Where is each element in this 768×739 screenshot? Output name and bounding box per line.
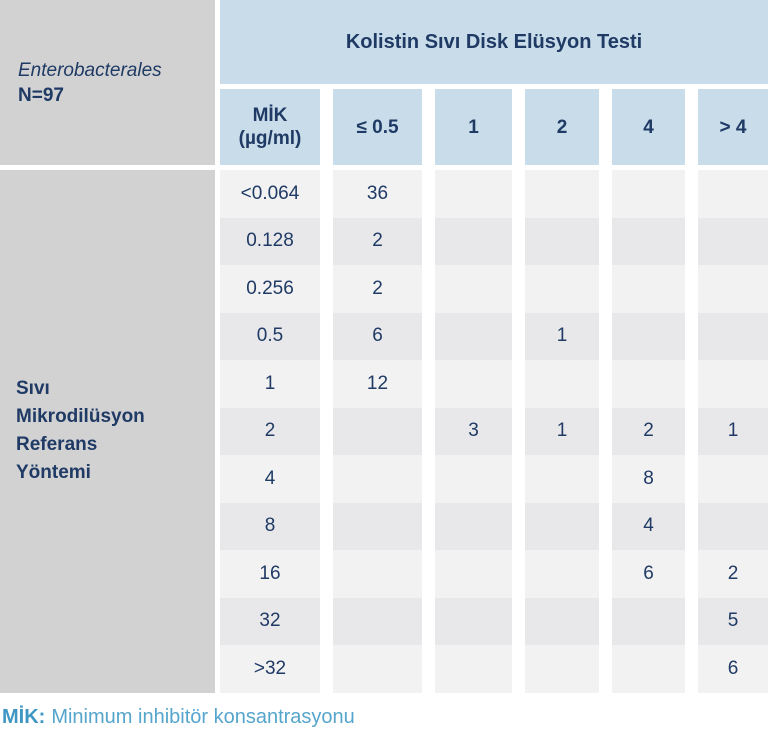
table-row: 1 12 bbox=[220, 360, 768, 408]
count-cell bbox=[698, 502, 768, 550]
count-cell bbox=[698, 217, 768, 265]
mic-value-cell: 1 bbox=[220, 360, 320, 408]
count-cell bbox=[525, 550, 599, 598]
table-row: 0.256 2 bbox=[220, 265, 768, 313]
count-cell: 1 bbox=[525, 312, 599, 360]
table-row: 16 6 2 bbox=[220, 550, 768, 598]
count-cell bbox=[698, 265, 768, 313]
column-header: 2 bbox=[525, 89, 599, 165]
count-cell bbox=[525, 597, 599, 645]
count-cell: 2 bbox=[333, 217, 422, 265]
reference-method-name: Sıvı Mikrodilüsyon Referans Yöntemi bbox=[16, 378, 145, 484]
column-header-group: Kolistin Sıvı Disk Elüsyon Testi MİK (µg/… bbox=[220, 0, 768, 165]
mic-value-cell: 8 bbox=[220, 502, 320, 550]
subheader-row: MİK (µg/ml) ≤ 0.5 1 2 4 > 4 bbox=[220, 89, 768, 165]
count-cell bbox=[525, 645, 599, 693]
count-cell bbox=[435, 645, 512, 693]
count-cell bbox=[333, 550, 422, 598]
count-cell bbox=[612, 217, 685, 265]
column-header: MİK (µg/ml) bbox=[220, 89, 320, 165]
mic-comparison-table: Enterobacterales N=97 Kolistin Sıvı Disk… bbox=[0, 0, 768, 693]
mic-value-cell: 2 bbox=[220, 407, 320, 455]
count-cell bbox=[698, 455, 768, 503]
count-cell bbox=[612, 360, 685, 408]
count-cell bbox=[435, 217, 512, 265]
count-cell: 36 bbox=[333, 170, 422, 218]
table-body-area: Sıvı Mikrodilüsyon Referans Yöntemi <0.064 3… bbox=[0, 170, 768, 693]
mic-value-cell: <0.064 bbox=[220, 170, 320, 218]
table-row: 0.128 2 bbox=[220, 217, 768, 265]
count-cell: 4 bbox=[612, 502, 685, 550]
mic-value-cell: 0.256 bbox=[220, 265, 320, 313]
count-cell: 2 bbox=[333, 265, 422, 313]
count-cell bbox=[525, 502, 599, 550]
count-cell: 6 bbox=[698, 645, 768, 693]
count-cell bbox=[333, 455, 422, 503]
count-cell bbox=[525, 170, 599, 218]
count-cell bbox=[525, 455, 599, 503]
count-cell bbox=[435, 265, 512, 313]
table-row: 0.5 6 1 bbox=[220, 312, 768, 360]
mic-value-cell: 32 bbox=[220, 597, 320, 645]
table-row: 32 5 bbox=[220, 597, 768, 645]
column-header: 1 bbox=[435, 89, 512, 165]
column-header: ≤ 0.5 bbox=[333, 89, 422, 165]
column-header: > 4 bbox=[698, 89, 768, 165]
table-header-area: Enterobacterales N=97 Kolistin Sıvı Disk… bbox=[0, 0, 768, 165]
count-cell bbox=[435, 550, 512, 598]
mic-value-cell: 0.5 bbox=[220, 312, 320, 360]
count-cell bbox=[435, 502, 512, 550]
count-cell bbox=[525, 265, 599, 313]
count-cell: 5 bbox=[698, 597, 768, 645]
column-group-title: Kolistin Sıvı Disk Elüsyon Testi bbox=[220, 0, 768, 84]
table-row: >32 6 bbox=[220, 645, 768, 693]
count-cell bbox=[612, 170, 685, 218]
count-cell bbox=[525, 217, 599, 265]
count-cell bbox=[333, 407, 422, 455]
table-row: <0.064 36 bbox=[220, 170, 768, 218]
column-header: 4 bbox=[612, 89, 685, 165]
count-cell bbox=[333, 502, 422, 550]
count-cell: 2 bbox=[698, 550, 768, 598]
count-cell bbox=[435, 597, 512, 645]
count-cell bbox=[333, 645, 422, 693]
count-cell: 3 bbox=[435, 407, 512, 455]
count-cell bbox=[435, 312, 512, 360]
count-cell bbox=[612, 265, 685, 313]
footnote-text: Minimum inhibitör konsantrasyonu bbox=[51, 705, 355, 728]
count-cell bbox=[525, 360, 599, 408]
count-cell: 6 bbox=[612, 550, 685, 598]
count-cell bbox=[435, 455, 512, 503]
mic-value-cell: >32 bbox=[220, 645, 320, 693]
count-cell bbox=[612, 645, 685, 693]
count-cell bbox=[698, 360, 768, 408]
count-cell: 1 bbox=[525, 407, 599, 455]
count-cell bbox=[435, 360, 512, 408]
corner-cell: Enterobacterales N=97 bbox=[0, 0, 215, 165]
sample-size: N=97 bbox=[18, 84, 64, 106]
footnote: MİK: Minimum inhibitör konsantrasyonu bbox=[2, 706, 768, 729]
table-body: <0.064 36 0.128 2 0.256 2 0.5 6 1 1 12 2 3 1 2 1 4 8 8 4 16 6… bbox=[220, 170, 768, 693]
mic-value-cell: 0.128 bbox=[220, 217, 320, 265]
count-cell: 8 bbox=[612, 455, 685, 503]
mic-value-cell: 16 bbox=[220, 550, 320, 598]
count-cell bbox=[612, 597, 685, 645]
count-cell bbox=[333, 597, 422, 645]
count-cell: 6 bbox=[333, 312, 422, 360]
footnote-abbr: MİK: bbox=[2, 705, 46, 728]
count-cell: 2 bbox=[612, 407, 685, 455]
count-cell bbox=[698, 312, 768, 360]
mic-value-cell: 4 bbox=[220, 455, 320, 503]
count-cell bbox=[612, 312, 685, 360]
count-cell bbox=[698, 170, 768, 218]
row-group-label-box: Sıvı Mikrodilüsyon Referans Yöntemi bbox=[0, 170, 215, 693]
count-cell: 12 bbox=[333, 360, 422, 408]
count-cell: 1 bbox=[698, 407, 768, 455]
organism-name: Enterobacterales bbox=[18, 59, 162, 81]
count-cell bbox=[435, 170, 512, 218]
